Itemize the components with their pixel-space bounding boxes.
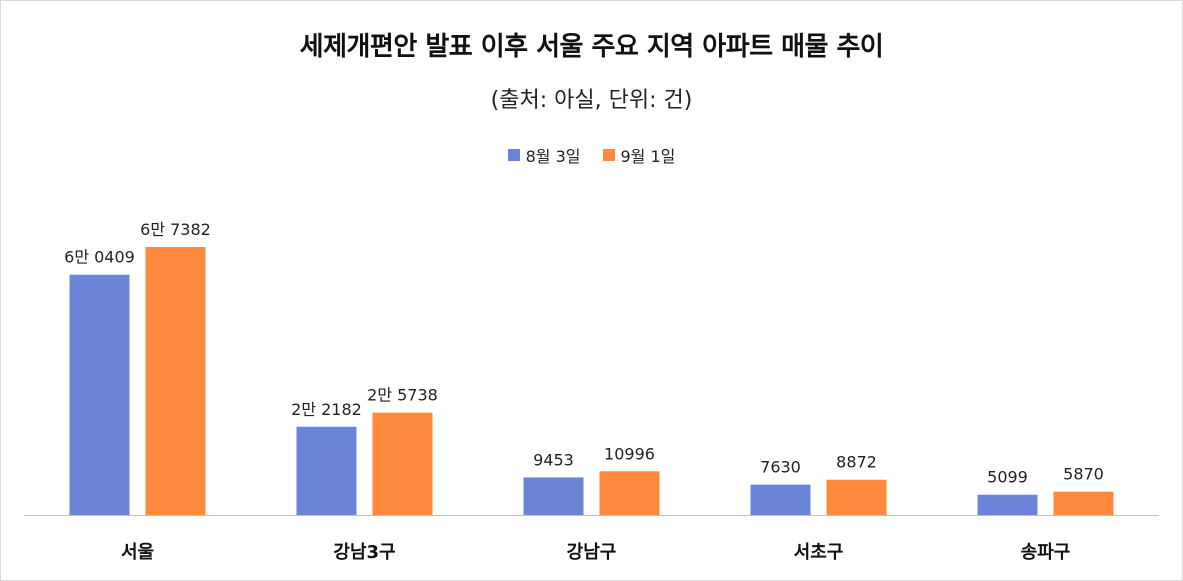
data-label-series2-1: 6만 7382 [140, 220, 211, 239]
category-label-4: 서초구 [794, 542, 844, 563]
data-label-series1-2: 2만 2182 [291, 400, 362, 419]
category-label-3: 강남구 [567, 542, 617, 563]
data-label-series2-2: 2만 5738 [367, 386, 438, 405]
bar-series1-4 [750, 484, 811, 515]
chart-subtitle: (출처: 아실, 단위: 건) [490, 88, 693, 113]
legend: 8월 3일 9월 1일 [0, 143, 1183, 167]
data-label-series1-5: 5099 [987, 468, 1028, 487]
legend-label-series2: 9월 1일 [620, 147, 676, 166]
bar-series2-4 [826, 479, 887, 515]
data-label-series1-1: 6만 0409 [64, 248, 135, 267]
legend-item-series2: 9월 1일 [602, 143, 676, 167]
bar-series1-2 [296, 426, 357, 515]
data-label-series1-3: 9453 [533, 450, 574, 469]
bar-series2-2 [372, 412, 433, 515]
category-label-2: 강남3구 [333, 542, 395, 563]
bar-series2-3 [599, 471, 660, 515]
legend-item-series1: 8월 3일 [507, 143, 581, 167]
bar-series1-5 [977, 494, 1038, 515]
category-label-5: 송파구 [1021, 542, 1071, 563]
bar-series1-1 [69, 274, 130, 515]
data-label-series2-3: 10996 [604, 444, 655, 463]
legend-swatch-series2 [602, 149, 615, 161]
bar-series2-5 [1053, 491, 1114, 515]
chart-title: 세제개편안 발표 이후 서울 주요 지역 아파트 매물 추이 [299, 32, 884, 62]
legend-swatch-series1 [507, 149, 520, 161]
category-label-1: 서울 [121, 542, 154, 563]
bar-series2-1 [145, 247, 206, 515]
legend-label-series1: 8월 3일 [525, 147, 581, 166]
data-label-series1-4: 7630 [760, 458, 801, 477]
data-label-series2-4: 8872 [836, 453, 877, 472]
data-label-series2-5: 5870 [1063, 465, 1104, 484]
bar-series1-3 [523, 477, 584, 515]
